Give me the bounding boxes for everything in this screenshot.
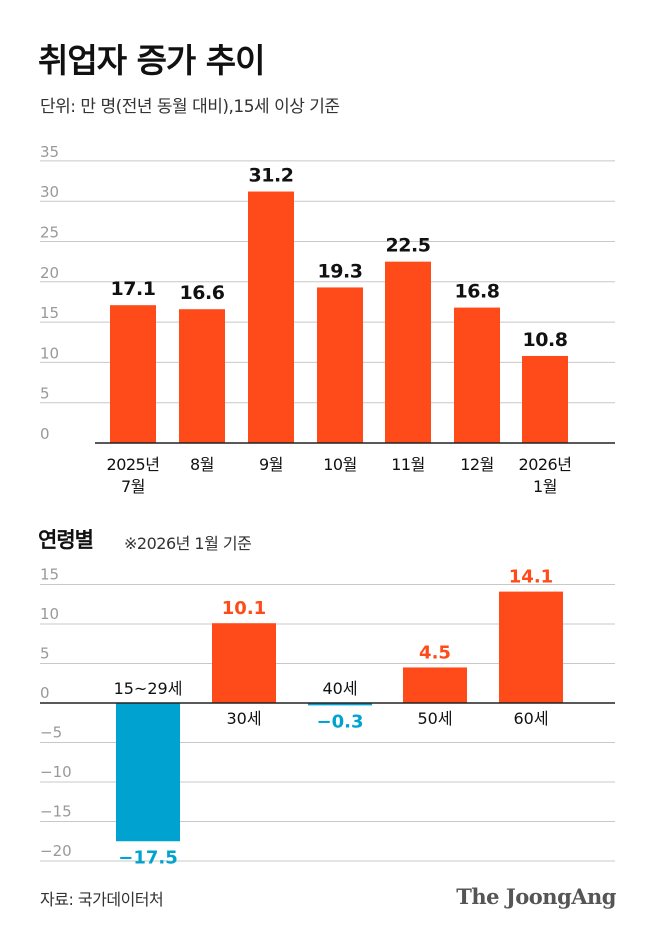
x-tick-label: 15~29세 — [114, 679, 183, 698]
data-label: 16.8 — [455, 281, 500, 303]
bar — [385, 261, 431, 443]
data-label: 19.3 — [318, 260, 363, 282]
source-note: 자료: 국가데이터처 — [40, 890, 164, 909]
x-tick-label: 9월 — [259, 455, 283, 474]
x-tick-label: 2025년 — [107, 455, 160, 474]
x-tick-label: 40세 — [322, 679, 357, 698]
y-tick-label: 0 — [40, 684, 50, 702]
bar — [248, 191, 294, 443]
y-tick-label: 15 — [40, 304, 59, 322]
x-tick-label: 60세 — [513, 709, 548, 728]
x-tick-label: 2026년 — [519, 455, 572, 474]
x-tick-label: 7월 — [121, 477, 145, 496]
x-tick-label: 8월 — [190, 455, 214, 474]
y-tick-label: 10 — [40, 605, 59, 623]
bar — [308, 703, 372, 706]
x-tick-label: 30세 — [226, 709, 261, 728]
bar — [179, 309, 225, 443]
data-label: −17.5 — [118, 847, 178, 868]
data-label: 31.2 — [249, 165, 294, 187]
data-label: 4.5 — [419, 642, 451, 663]
bar — [116, 703, 180, 842]
x-tick-label: 10월 — [323, 455, 357, 474]
y-tick-label: 25 — [40, 224, 59, 242]
y-tick-label: 35 — [40, 143, 59, 161]
x-tick-label: 12월 — [460, 455, 494, 474]
data-label: 10.8 — [523, 329, 568, 351]
x-tick-label: 1월 — [533, 477, 557, 496]
section-note: ※2026년 1월 기준 — [124, 534, 252, 553]
bar — [522, 355, 568, 443]
y-tick-label: 20 — [40, 264, 59, 282]
subtitle: 단위: 만 명(전년 동월 대비),15세 이상 기준 — [40, 97, 340, 117]
data-label: 22.5 — [386, 235, 431, 257]
bar — [454, 307, 500, 443]
y-tick-label: −10 — [40, 763, 72, 781]
y-tick-label: 10 — [40, 344, 59, 362]
y-tick-label: 5 — [40, 385, 50, 403]
x-tick-label: 11월 — [391, 455, 425, 474]
y-tick-label: 5 — [40, 645, 50, 663]
bar — [499, 591, 563, 703]
bar — [403, 667, 467, 703]
bar — [110, 305, 156, 443]
y-tick-label: 0 — [40, 425, 50, 443]
x-tick-label: 50세 — [417, 709, 452, 728]
y-tick-label: 15 — [40, 566, 59, 584]
y-tick-label: −15 — [40, 803, 72, 821]
data-label: 16.6 — [180, 282, 225, 304]
section-title: 연령별 — [38, 528, 94, 552]
data-label: 14.1 — [509, 567, 553, 588]
bar — [317, 287, 363, 443]
data-label: 17.1 — [111, 278, 156, 300]
data-label: 10.1 — [222, 598, 266, 619]
page-title: 취업자 증가 추이 — [38, 41, 265, 80]
y-tick-label: −20 — [40, 842, 72, 860]
data-label: −0.3 — [317, 711, 364, 732]
y-tick-label: −5 — [40, 724, 62, 742]
bar — [212, 623, 276, 703]
publisher-logo: The JoongAng — [456, 884, 616, 909]
y-tick-label: 30 — [40, 183, 59, 201]
